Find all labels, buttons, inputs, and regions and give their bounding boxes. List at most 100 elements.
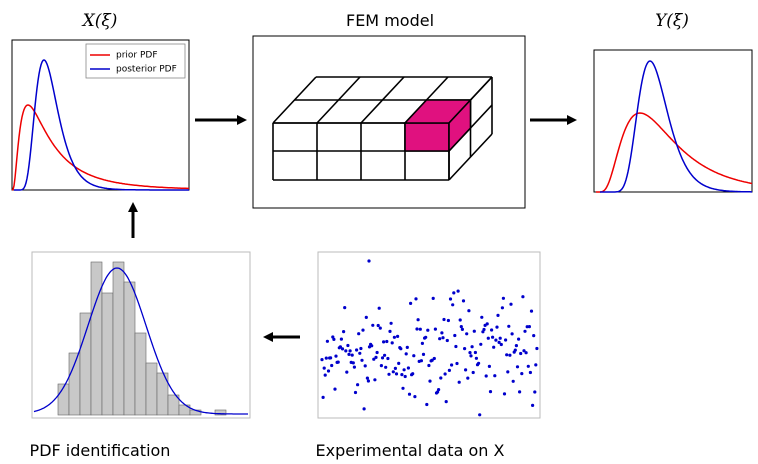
data-point xyxy=(474,356,478,360)
data-point xyxy=(466,376,470,380)
output-title: Y(ξ) xyxy=(655,11,689,31)
data-point xyxy=(413,395,417,399)
data-point xyxy=(484,374,488,378)
data-point xyxy=(384,365,388,369)
data-point xyxy=(498,336,502,340)
data-point xyxy=(494,338,498,342)
data-point xyxy=(465,332,469,336)
data-point xyxy=(342,330,346,334)
histogram xyxy=(33,261,248,416)
data-point xyxy=(364,315,368,319)
data-point xyxy=(504,338,508,342)
data-point xyxy=(485,322,489,326)
data-point xyxy=(522,349,526,353)
data-point xyxy=(416,318,420,322)
data-point xyxy=(456,289,460,293)
identification-caption: PDF identification xyxy=(30,441,171,460)
data-point xyxy=(419,359,423,363)
data-point xyxy=(359,346,363,351)
data-point xyxy=(332,337,336,341)
mesh-line xyxy=(316,76,361,124)
data-point xyxy=(457,380,461,384)
data-point xyxy=(346,343,350,348)
data-point xyxy=(391,370,395,374)
data-point xyxy=(445,338,449,343)
data-point xyxy=(363,364,367,368)
data-point xyxy=(405,345,409,349)
data-point xyxy=(533,390,537,394)
data-point xyxy=(511,379,515,383)
data-point xyxy=(471,370,475,375)
data-point xyxy=(370,344,374,348)
data-point xyxy=(440,331,444,335)
mesh-line xyxy=(360,76,405,124)
data-point xyxy=(325,339,329,343)
data-point xyxy=(392,335,396,339)
data-point xyxy=(431,296,435,300)
data-point xyxy=(420,341,424,345)
data-point xyxy=(468,351,472,355)
data-point xyxy=(463,347,467,351)
data-point xyxy=(424,335,428,339)
legend-label: prior PDF xyxy=(116,51,158,61)
data-point xyxy=(459,325,463,329)
data-point xyxy=(521,295,525,299)
data-point xyxy=(331,335,335,339)
data-point xyxy=(478,413,482,417)
data-point xyxy=(461,299,466,303)
data-point xyxy=(527,325,532,329)
data-point xyxy=(373,378,377,382)
data-point xyxy=(377,306,381,310)
data-point xyxy=(507,324,511,328)
data-point xyxy=(443,372,447,376)
data-point xyxy=(406,366,410,370)
data-point xyxy=(451,303,455,307)
data-point xyxy=(517,337,521,341)
data-point xyxy=(401,386,405,390)
data-point xyxy=(347,352,351,356)
histogram-bar xyxy=(156,372,169,416)
data-point xyxy=(390,341,394,345)
pdf-curve xyxy=(596,112,753,193)
data-point xyxy=(446,318,450,323)
data-point xyxy=(402,368,406,372)
data-point xyxy=(418,327,422,331)
data-point xyxy=(532,334,536,338)
data-point xyxy=(526,364,530,368)
data-point xyxy=(500,306,504,310)
legend-box xyxy=(85,43,186,79)
pdf-curve xyxy=(11,104,189,191)
output-plot-frame xyxy=(593,49,753,193)
data-point xyxy=(453,333,457,338)
data-point xyxy=(524,351,528,355)
mesh-line xyxy=(272,76,317,124)
data-point xyxy=(322,366,326,370)
data-point xyxy=(531,403,535,407)
data-point xyxy=(448,297,453,301)
histogram-bar xyxy=(123,281,136,416)
data-point xyxy=(505,353,509,357)
data-point xyxy=(464,368,468,372)
data-point xyxy=(495,325,499,329)
data-point xyxy=(380,356,385,360)
data-point xyxy=(439,376,443,380)
data-point xyxy=(523,329,527,333)
pdf-curve xyxy=(14,59,189,191)
data-point xyxy=(366,379,370,383)
data-point xyxy=(487,364,491,368)
data-point xyxy=(515,365,520,369)
data-point xyxy=(394,372,399,376)
data-point xyxy=(496,313,500,317)
data-point xyxy=(397,361,401,365)
data-point xyxy=(403,374,407,379)
data-point xyxy=(442,317,446,322)
data-point xyxy=(362,407,366,411)
data-point xyxy=(529,309,534,313)
data-point xyxy=(379,364,383,368)
data-point xyxy=(499,342,503,347)
data-point xyxy=(345,370,349,374)
data-point xyxy=(382,340,386,344)
data-point xyxy=(428,379,432,383)
data-point xyxy=(344,349,348,353)
histogram-bar xyxy=(101,292,114,416)
